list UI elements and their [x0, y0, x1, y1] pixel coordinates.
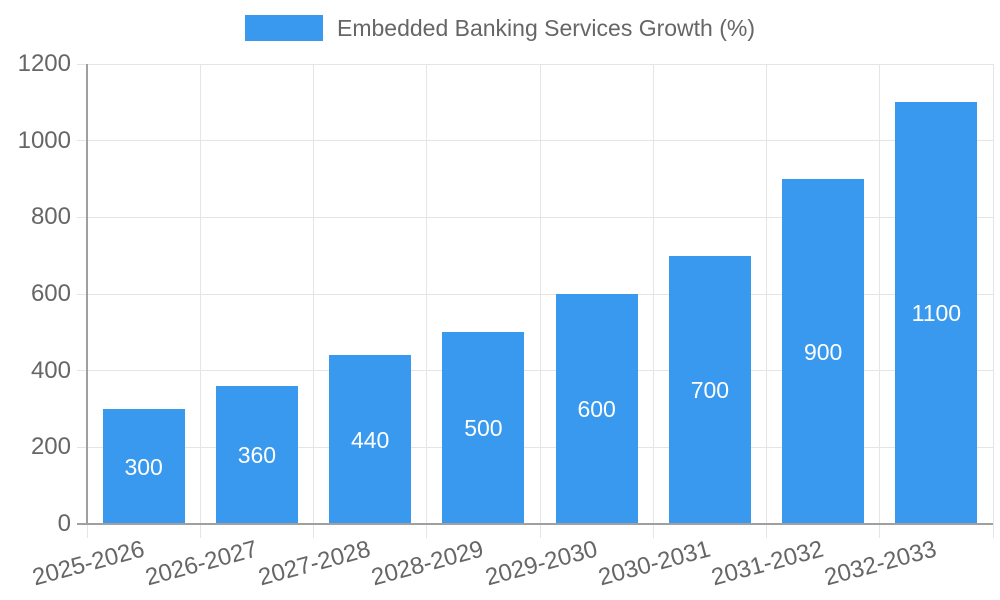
x-axis-line — [77, 523, 993, 525]
x-gridline — [426, 64, 428, 524]
legend-swatch — [244, 15, 323, 41]
bar — [895, 102, 978, 524]
y-gridline — [77, 216, 993, 218]
x-axis-tick-mark — [879, 524, 881, 538]
y-axis-tick-label: 600 — [30, 280, 71, 307]
x-axis-tick-mark — [539, 524, 541, 538]
bar-value-label: 500 — [464, 415, 503, 442]
x-axis-tick-mark — [652, 524, 654, 538]
legend-item[interactable]: Embedded Banking Services Growth (%) — [0, 15, 1000, 41]
legend-label: Embedded Banking Services Growth (%) — [336, 15, 756, 41]
x-gridline — [766, 64, 767, 524]
bar-value-label: 300 — [124, 453, 163, 480]
x-axis-tick-mark — [766, 524, 767, 538]
y-axis-tick-label: 0 — [57, 510, 71, 537]
y-axis-tick-label: 1000 — [17, 126, 71, 154]
bar-value-label: 360 — [237, 442, 277, 468]
bar — [555, 294, 638, 524]
y-gridline — [77, 140, 993, 142]
y-gridline — [77, 63, 993, 65]
x-axis-tick-mark — [199, 524, 201, 538]
bar-value-label: 440 — [350, 426, 390, 453]
x-axis-tick-mark — [313, 524, 314, 538]
bar-value-label: 1100 — [911, 300, 962, 327]
bar — [782, 179, 865, 524]
x-gridline — [539, 64, 541, 524]
bar — [329, 355, 412, 524]
x-axis-tick-mark — [426, 524, 428, 538]
bar-value-label: 900 — [803, 338, 843, 365]
y-axis-tick-label: 800 — [30, 203, 71, 231]
bar — [668, 255, 751, 524]
x-axis-tick-mark — [992, 524, 994, 538]
x-gridline — [652, 64, 654, 524]
y-axis-tick-label: 400 — [30, 356, 71, 384]
y-axis-tick-label: 1200 — [17, 50, 71, 77]
y-gridline — [77, 446, 993, 448]
x-axis-tick-mark — [86, 524, 88, 538]
x-gridline — [879, 64, 881, 524]
y-axis-line — [86, 64, 88, 524]
bar — [102, 409, 185, 524]
y-gridline — [77, 370, 993, 372]
bar-value-label: 700 — [690, 376, 730, 403]
x-gridline — [199, 64, 201, 524]
bar — [442, 332, 525, 524]
x-gridline — [992, 64, 994, 524]
bar — [215, 386, 298, 524]
y-gridline — [77, 293, 993, 295]
x-gridline — [313, 64, 314, 524]
y-axis-tick-label: 200 — [30, 433, 71, 461]
bar-value-label: 600 — [577, 396, 616, 422]
